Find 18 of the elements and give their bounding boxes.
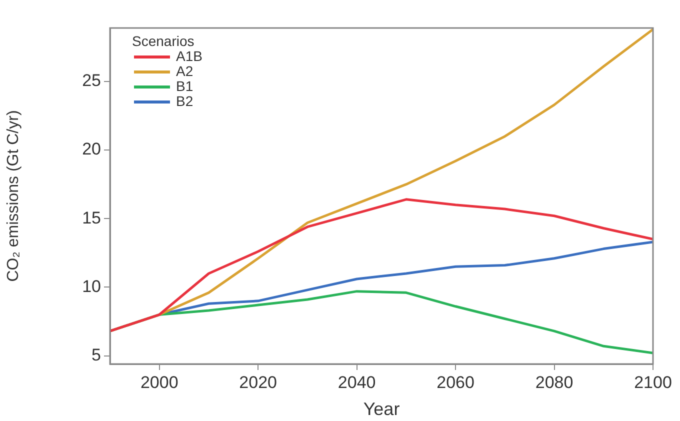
x-tick-label: 2100: [634, 372, 672, 392]
legend-title: Scenarios: [132, 32, 194, 49]
y-tick-label: 10: [82, 276, 101, 296]
x-axis-title: Year: [363, 399, 400, 420]
y-tick-label: 5: [92, 345, 101, 364]
y-tick-label: 15: [82, 208, 101, 228]
x-tick-label: 2060: [436, 372, 474, 392]
x-tick-label: 2020: [239, 372, 278, 392]
y-tick-label: 20: [82, 140, 101, 159]
x-tick-label: 2040: [338, 372, 376, 392]
y-axis-title: CO₂ emissions (Gt C/yr): [5, 110, 22, 282]
legend-label: B2: [176, 92, 194, 109]
legend-label: A2: [176, 62, 194, 79]
legend-label: A1B: [176, 48, 202, 64]
x-tick-label: 2080: [535, 372, 574, 392]
x-tick-label: 2000: [140, 372, 178, 392]
legend-label: B1: [176, 78, 194, 94]
y-tick-label: 25: [82, 71, 101, 90]
